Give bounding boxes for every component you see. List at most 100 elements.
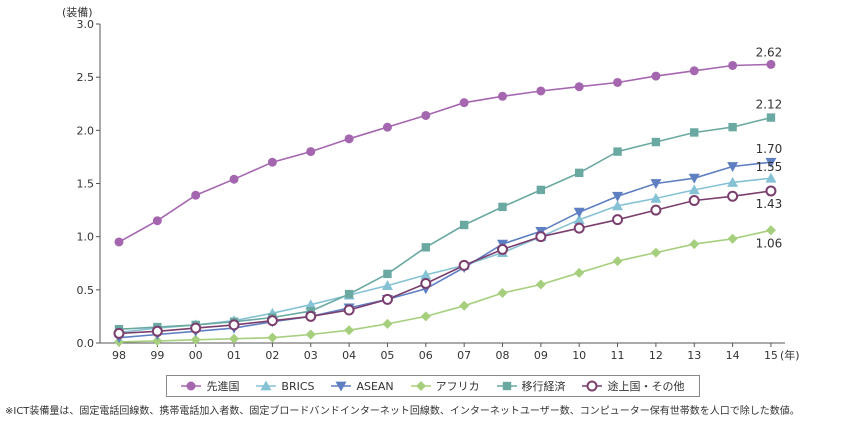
legend-swatch <box>256 380 277 392</box>
x-tick-label: 04 <box>342 349 356 362</box>
data-point <box>113 327 125 339</box>
data-point <box>613 147 622 156</box>
y-tick-label: 2.5 <box>77 71 95 84</box>
data-point <box>229 174 239 184</box>
data-point <box>573 214 585 225</box>
data-point <box>535 231 547 243</box>
data-point <box>612 214 624 226</box>
data-point <box>306 147 316 157</box>
data-point <box>228 319 240 331</box>
legend-label: 途上国・その他 <box>607 380 685 393</box>
legend-label: アフリカ <box>435 380 480 393</box>
y-tick-label: 0.5 <box>77 284 95 297</box>
legend-swatch <box>496 380 517 392</box>
end-value-label: 1.43 <box>756 197 783 211</box>
legend-marker <box>260 380 272 391</box>
x-tick-label: 06 <box>419 349 433 362</box>
data-point <box>344 134 354 144</box>
data-point <box>688 173 700 184</box>
x-tick-label: 08 <box>496 349 510 362</box>
y-tick-label: 2.0 <box>77 124 95 137</box>
data-point <box>229 333 240 344</box>
series-line <box>118 161 772 339</box>
legend-marker <box>502 381 511 391</box>
x-tick-label: 00 <box>189 349 203 362</box>
data-point <box>766 113 776 122</box>
data-point <box>728 122 737 132</box>
legend-item: ASEAN <box>331 379 394 393</box>
data-point <box>765 157 777 168</box>
data-point <box>458 259 470 271</box>
series-line <box>118 63 772 243</box>
data-point <box>459 300 470 311</box>
data-point <box>382 122 392 132</box>
legend-label: BRICS <box>281 379 315 393</box>
data-point <box>190 322 202 334</box>
data-point <box>152 335 163 346</box>
data-point <box>114 237 124 247</box>
end-value-label: 1.55 <box>756 160 783 174</box>
x-tick-label: 14 <box>726 349 740 362</box>
legend-item: アフリカ <box>410 378 480 394</box>
data-point <box>381 293 393 305</box>
end-value-label: 2.62 <box>756 45 783 59</box>
data-point <box>151 325 163 337</box>
data-point <box>612 200 624 211</box>
data-point <box>688 195 700 207</box>
series-line <box>118 177 772 334</box>
data-point <box>612 256 623 267</box>
y-axis-label: (装備) <box>62 6 93 19</box>
data-point <box>651 137 661 147</box>
data-point <box>613 77 623 87</box>
legend-label: 移行経済 <box>521 380 566 393</box>
data-point <box>765 225 776 236</box>
x-tick-label: 98 <box>112 349 126 362</box>
data-point <box>612 191 624 202</box>
data-point <box>727 190 739 202</box>
data-point <box>420 277 432 289</box>
legend-label: ASEAN <box>356 379 394 393</box>
data-point <box>690 128 699 137</box>
data-point <box>343 304 355 316</box>
data-point <box>765 172 777 183</box>
data-point <box>420 311 431 322</box>
data-point <box>689 239 700 250</box>
data-point <box>728 60 738 70</box>
data-point <box>459 220 469 230</box>
x-tick-label: 15 <box>764 349 778 362</box>
data-point <box>536 185 546 195</box>
data-point <box>727 233 738 244</box>
x-tick-label: 01 <box>227 349 241 362</box>
data-point <box>459 98 469 108</box>
line-chart: (装備) 0.0 0.5 1.0 1.5 2.0 2.5 3.0 98 99 00 01 02 03 04… <box>62 6 800 362</box>
x-tick-label: 10 <box>572 349 586 362</box>
end-value-label: 1.70 <box>756 142 783 156</box>
legend-item: 先進国 <box>181 378 239 394</box>
legend-item: 移行経済 <box>496 378 566 394</box>
x-tick-label: 99 <box>150 349 164 362</box>
data-point <box>266 315 278 327</box>
data-point <box>689 66 699 76</box>
data-point <box>650 204 662 216</box>
legend-item: 途上国・その他 <box>582 378 684 394</box>
x-tick-label: 11 <box>611 349 625 362</box>
data-point <box>305 310 317 322</box>
data-point <box>535 279 546 290</box>
x-tick-label: 13 <box>687 349 701 362</box>
data-point <box>765 185 777 197</box>
data-point <box>381 280 393 290</box>
legend-marker <box>415 381 426 391</box>
series-line <box>118 190 772 335</box>
y-tick-label: 3.0 <box>77 18 95 31</box>
y-tick-label: 1.5 <box>77 178 95 191</box>
data-point <box>727 176 739 187</box>
data-point <box>766 59 776 69</box>
data-point <box>382 318 393 329</box>
x-axis-unit: (年) <box>780 348 800 362</box>
data-point <box>498 202 507 212</box>
legend-item: BRICS <box>256 379 315 393</box>
data-point <box>574 82 584 92</box>
x-tick-label: 05 <box>380 349 394 362</box>
x-tick-label: 03 <box>304 349 318 362</box>
x-tick-label: 07 <box>457 349 471 362</box>
